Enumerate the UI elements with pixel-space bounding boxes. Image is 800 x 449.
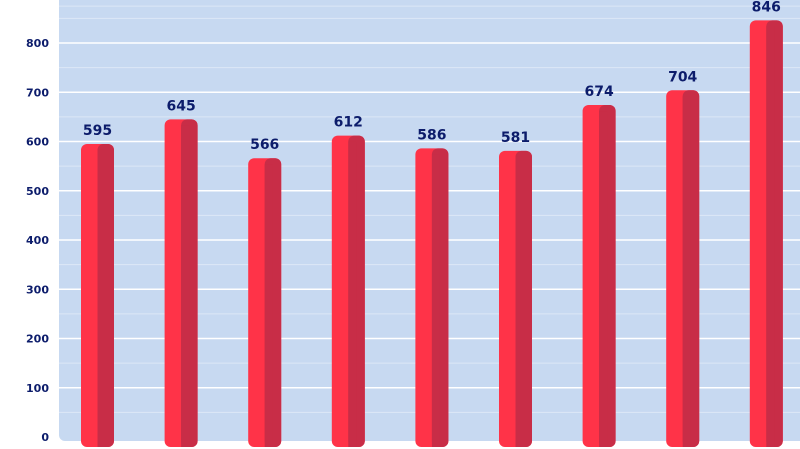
y-tick-label: 600 xyxy=(26,136,49,149)
y-tick-label: 700 xyxy=(26,86,49,99)
bar-shade-edge xyxy=(264,164,273,447)
bar xyxy=(248,158,282,447)
bar-shade-edge xyxy=(599,111,608,448)
bar-value-label: 581 xyxy=(501,130,530,146)
bar-value-label: 645 xyxy=(166,98,195,114)
bar-value-label: 674 xyxy=(584,84,613,100)
y-tick-label: 300 xyxy=(26,283,49,296)
bar-value-label: 612 xyxy=(334,115,363,131)
bar-shade-edge xyxy=(431,154,440,447)
y-tick-label: 0 xyxy=(41,431,49,444)
y-tick-label: 400 xyxy=(26,234,49,247)
bar xyxy=(499,150,532,448)
y-tick-label: 500 xyxy=(26,185,49,198)
bar-shade-edge xyxy=(97,149,106,447)
y-axis-tick-labels: 0 100 200 300 400 500 600 700 800 xyxy=(26,37,49,444)
bar-value-label: 595 xyxy=(83,123,112,139)
bars xyxy=(81,20,783,448)
y-tick-label: 200 xyxy=(26,333,49,346)
y-tick-label: 800 xyxy=(26,37,49,50)
bar-shade-edge xyxy=(348,141,357,447)
bar xyxy=(164,119,198,448)
bar-value-label: 586 xyxy=(417,127,446,143)
y-tick-label: 100 xyxy=(26,382,49,395)
bar xyxy=(749,20,783,447)
data-labels: 595 645 566 612 586 581 674 704 846 xyxy=(83,0,781,153)
bar-value-label: 566 xyxy=(250,137,279,153)
bar-shade-edge xyxy=(515,156,524,448)
bar xyxy=(81,143,114,447)
bar-value-label: 704 xyxy=(668,69,697,85)
bar-shade-edge xyxy=(682,96,691,447)
bar-shade-edge xyxy=(181,125,190,448)
bar-shade-edge xyxy=(766,26,775,447)
bar xyxy=(666,90,700,447)
bar xyxy=(331,135,365,447)
bar xyxy=(415,148,449,447)
bar-value-label: 846 xyxy=(752,0,781,15)
bar xyxy=(582,105,616,448)
